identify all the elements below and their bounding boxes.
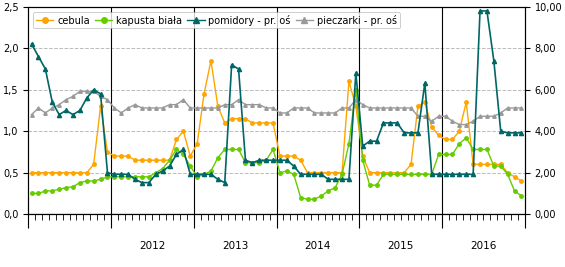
Text: 2016: 2016 [470,241,497,251]
Text: 2015: 2015 [388,241,414,251]
Text: 2014: 2014 [305,241,331,251]
Text: 2012: 2012 [139,241,166,251]
Legend: cebula, kapusta biała, pomidory - pr. oś, pieczarki - pr. oś: cebula, kapusta biała, pomidory - pr. oś… [33,12,400,29]
Text: 2013: 2013 [222,241,248,251]
